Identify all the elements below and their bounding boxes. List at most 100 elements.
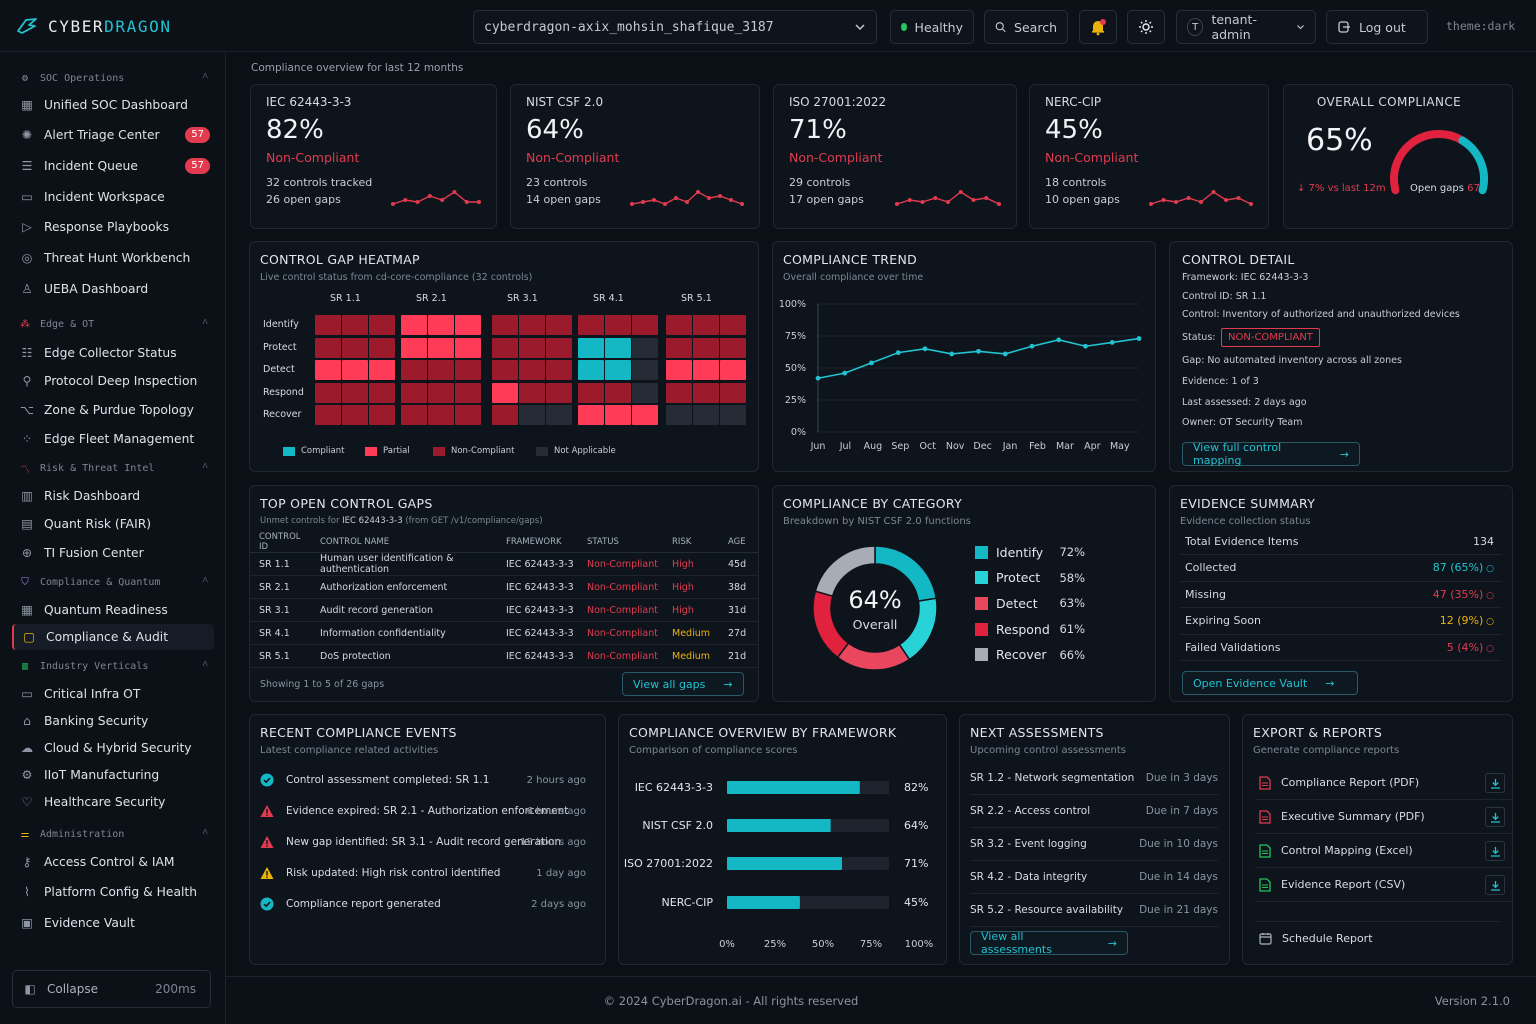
- sidebar-item-healthcare[interactable]: ♡ Healthcare Security: [12, 789, 214, 815]
- table-row[interactable]: Missing 47 (35%) ○: [1180, 581, 1502, 608]
- sidebar-item-banking[interactable]: ⌂ Banking Security: [12, 708, 214, 734]
- heatmap-cell[interactable]: [519, 315, 545, 335]
- trend-point[interactable]: [976, 348, 981, 354]
- sidebar-item-critical-infra[interactable]: ▭ Critical Infra OT: [12, 681, 214, 707]
- heatmap-cell[interactable]: [605, 337, 631, 358]
- trend-point[interactable]: [869, 360, 874, 366]
- schedule-report-button[interactable]: Schedule Report: [1259, 932, 1373, 945]
- donut-slice[interactable]: [836, 642, 911, 671]
- heatmap-cell[interactable]: [369, 382, 395, 403]
- gaps-header-cell[interactable]: CONTROL ID: [250, 532, 311, 553]
- table-row[interactable]: SR 3.1 Audit record generation IEC 62443-3…: [250, 598, 758, 622]
- heatmap-cell[interactable]: [492, 337, 518, 358]
- heatmap-cell[interactable]: [455, 360, 481, 380]
- sidebar-item-ti-fusion[interactable]: ⊕ TI Fusion Center: [12, 540, 214, 566]
- heatmap-cell[interactable]: [492, 382, 518, 403]
- heatmap-cell[interactable]: [632, 337, 658, 358]
- heatmap-cell[interactable]: [578, 315, 604, 335]
- list-item[interactable]: SR 2.2 - Access control Due in 7 days: [970, 795, 1218, 828]
- heatmap-cell[interactable]: [315, 382, 341, 403]
- notifications-button[interactable]: [1079, 10, 1117, 44]
- heatmap-cell[interactable]: [693, 337, 719, 358]
- sidebar-item-protocol-inspection[interactable]: ⚲ Protocol Deep Inspection: [12, 368, 214, 394]
- heatmap-cell[interactable]: [578, 382, 604, 403]
- trend-point[interactable]: [842, 370, 848, 376]
- kpi-card-iec[interactable]: IEC 62443-3-3 82% Non-Compliant 32 contr…: [250, 84, 497, 229]
- sidebar-item-threat-hunt[interactable]: ◎ Threat Hunt Workbench: [12, 245, 214, 271]
- heatmap-cell[interactable]: [519, 382, 545, 403]
- donut-slice[interactable]: [814, 545, 876, 597]
- heatmap-cell[interactable]: [546, 360, 572, 380]
- list-item[interactable]: SR 1.2 - Network segmentation Due in 3 da…: [970, 762, 1218, 795]
- heatmap-cell[interactable]: [315, 405, 341, 425]
- list-item[interactable]: Risk updated: High risk control identifi…: [260, 858, 596, 888]
- heatmap-cell[interactable]: [693, 360, 719, 380]
- heatmap-cell[interactable]: [605, 315, 631, 335]
- list-item[interactable]: Control assessment completed: SR 1.1 2 ho…: [260, 765, 596, 795]
- heatmap-cell[interactable]: [546, 382, 572, 403]
- trend-point[interactable]: [1083, 343, 1088, 349]
- trend-point[interactable]: [922, 346, 928, 352]
- heatmap-cell[interactable]: [401, 382, 427, 403]
- framework-bar[interactable]: [727, 781, 860, 794]
- kpi-card-nerc[interactable]: NERC-CIP 45% Non-Compliant 18 controls 1…: [1029, 84, 1269, 229]
- search-button[interactable]: Search: [984, 10, 1068, 44]
- heatmap-cell[interactable]: [342, 382, 368, 403]
- trend-point[interactable]: [815, 375, 821, 381]
- heatmap-cell[interactable]: [342, 405, 368, 425]
- heatmap-cell[interactable]: [428, 337, 454, 358]
- sidebar-item-incident-queue[interactable]: ☰ Incident Queue 57: [12, 153, 214, 179]
- framework-bar[interactable]: [727, 819, 831, 832]
- heatmap-cell[interactable]: [369, 405, 395, 425]
- table-row[interactable]: Total Evidence Items 134: [1180, 528, 1502, 555]
- export-row[interactable]: Control Mapping (Excel): [1255, 834, 1513, 868]
- sidebar-item-zone-topology[interactable]: ⌥ Zone & Purdue Topology: [12, 397, 214, 423]
- sidebar-section-admin[interactable]: ⚌ Administration ˄: [18, 824, 214, 844]
- heatmap-cell[interactable]: [519, 337, 545, 358]
- heatmap-cell[interactable]: [401, 315, 427, 335]
- sidebar-item-ueba[interactable]: ♙ UEBA Dashboard: [12, 276, 214, 302]
- heatmap-cell[interactable]: [693, 382, 719, 403]
- heatmap-cell[interactable]: [546, 337, 572, 358]
- sidebar-item-risk-dashboard[interactable]: ▥ Risk Dashboard: [12, 483, 214, 509]
- heatmap-cell[interactable]: [492, 360, 518, 380]
- download-button[interactable]: [1485, 841, 1505, 861]
- heatmap-cell[interactable]: [632, 405, 658, 425]
- sidebar-item-edge-fleet[interactable]: ⁘ Edge Fleet Management: [12, 426, 214, 452]
- gaps-header-cell[interactable]: FRAMEWORK: [497, 532, 578, 553]
- heatmap-cell[interactable]: [605, 405, 631, 425]
- sidebar-item-platform-config[interactable]: ⌇ Platform Config & Health: [12, 879, 214, 905]
- table-row[interactable]: SR 4.1 Information confidentiality IEC 624…: [250, 621, 758, 645]
- list-item[interactable]: SR 4.2 - Data integrity Due in 14 days: [970, 861, 1218, 894]
- heatmap-cell[interactable]: [666, 337, 692, 358]
- view-all-assessments-button[interactable]: View all assessments →: [970, 930, 1128, 956]
- export-row[interactable]: Evidence Report (CSV): [1255, 868, 1513, 902]
- heatmap-cell[interactable]: [428, 315, 454, 335]
- trend-point[interactable]: [1002, 351, 1008, 357]
- theme-toggle-button[interactable]: [1127, 10, 1165, 44]
- heatmap-cell[interactable]: [720, 337, 746, 358]
- heatmap-cell[interactable]: [632, 382, 658, 403]
- trend-point[interactable]: [1029, 343, 1035, 349]
- list-item[interactable]: Compliance report generated 2 days ago: [260, 889, 596, 919]
- trend-point[interactable]: [949, 351, 955, 357]
- table-row[interactable]: SR 1.1 Human user identification & authen…: [250, 552, 758, 576]
- table-row[interactable]: Failed Validations 5 (4%) ○: [1180, 634, 1502, 661]
- heatmap-cell[interactable]: [369, 337, 395, 358]
- heatmap-cell[interactable]: [666, 360, 692, 380]
- heatmap-cell[interactable]: [401, 405, 427, 425]
- heatmap-cell[interactable]: [369, 315, 395, 335]
- heatmap-cell[interactable]: [720, 382, 746, 403]
- heatmap-cell[interactable]: [455, 315, 481, 335]
- sidebar-section-compliance[interactable]: ⛉ Compliance & Quantum ˄: [18, 572, 214, 592]
- download-button[interactable]: [1485, 875, 1505, 895]
- list-item[interactable]: New gap identified: SR 3.1 - Audit recor…: [260, 827, 596, 857]
- heatmap-cell[interactable]: [632, 315, 658, 335]
- heatmap-cell[interactable]: [315, 337, 341, 358]
- list-item[interactable]: SR 5.2 - Resource availability Due in 21 …: [970, 894, 1218, 927]
- trend-point[interactable]: [1056, 337, 1062, 343]
- sidebar-item-compliance-audit[interactable]: ▢ Compliance & Audit: [12, 624, 214, 650]
- overall-compliance-card[interactable]: OVERALL COMPLIANCE 65% ↓ 7% vs last 12m …: [1283, 84, 1513, 229]
- gaps-header-cell[interactable]: AGE: [719, 532, 758, 553]
- table-row[interactable]: SR 5.1 DoS protection IEC 62443-3-3 Non-Com…: [250, 644, 758, 668]
